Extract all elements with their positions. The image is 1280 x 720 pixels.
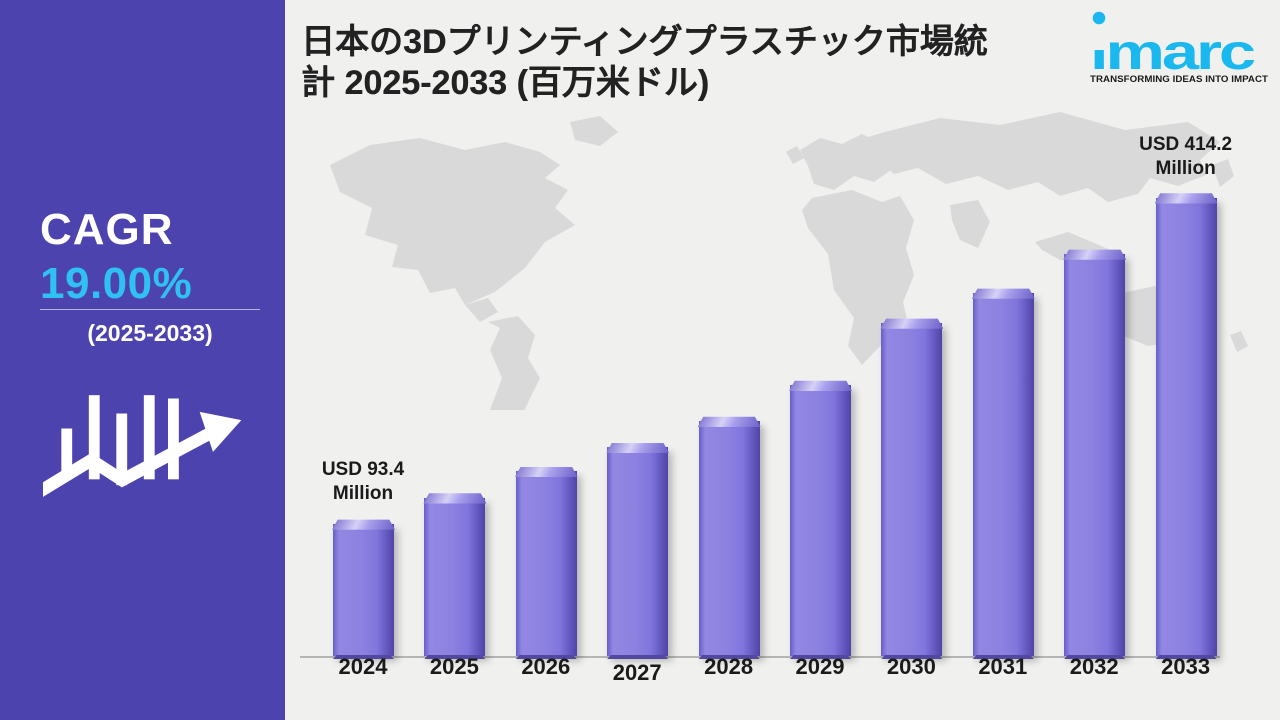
svg-text:TRANSFORMING IDEAS INTO IMPACT: TRANSFORMING IDEAS INTO IMPACT <box>1090 74 1268 85</box>
svg-text:imarc: imarc <box>1090 24 1255 80</box>
